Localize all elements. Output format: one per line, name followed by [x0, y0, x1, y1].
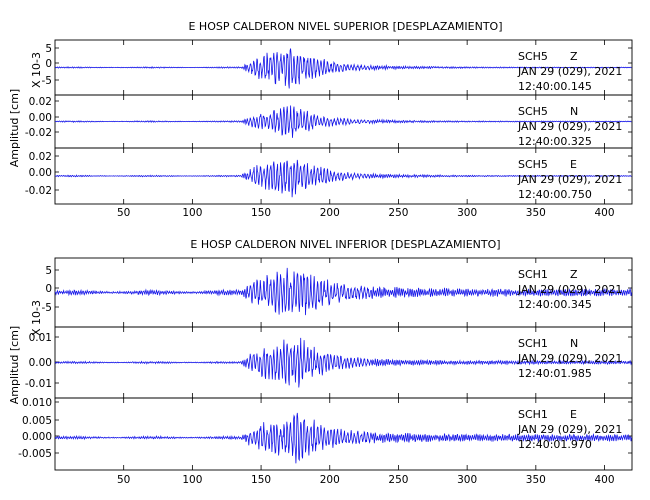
- y-tick-label: -5: [42, 75, 52, 87]
- y-tick-label: 0.010: [22, 397, 52, 409]
- component-code: N: [570, 337, 578, 350]
- x-tick-label: 400: [595, 474, 615, 486]
- x-tick-label: 250: [388, 474, 408, 486]
- component-code: Z: [570, 268, 578, 281]
- y-tick-label: 0.00: [29, 112, 52, 124]
- station-code: SCH5: [518, 105, 548, 118]
- component-code: E: [570, 158, 577, 171]
- y-tick-label: -0.02: [25, 185, 52, 197]
- panel-title: E HOSP CALDERON NIVEL SUPERIOR [DESPLAZA…: [188, 20, 502, 33]
- y-tick-label: 5: [45, 265, 52, 277]
- y-tick-label: 0: [45, 58, 52, 70]
- y-axis-label: Amplitud [cm]: [8, 89, 21, 167]
- waveform-trace: [54, 267, 632, 316]
- record-date: JAN 29 (029), 2021: [517, 423, 622, 436]
- trace-subplot-sch1-e: 0.010 0.005 0.000 -0.005 SCH1 E JAN 29 (029), …: [18, 397, 633, 471]
- subplot-frame: [54, 397, 633, 471]
- panel-inferior: E HOSP CALDERON NIVEL INFERIOR [DESPLAZA…: [8, 238, 633, 486]
- x-tick-label: 200: [320, 207, 340, 219]
- y-axis-label: Amplitud [cm]: [8, 326, 21, 404]
- trace-subplot-sch1-z: 5 0 -5 SCH1 Z JAN 29 (029), 2021 12:40:00.345: [42, 257, 633, 328]
- y-tick-label: 0.00: [29, 167, 52, 179]
- y-tick-label: -0.01: [25, 378, 52, 390]
- trace-subplot-sch5-n: 0.02 0.00 -0.02 SCH5 N JAN 29 (029), 2021 12:4…: [25, 94, 633, 149]
- station-label: SCH5 E: [518, 158, 577, 171]
- x-tick-label: 200: [320, 474, 340, 486]
- y-tick-label: 5: [45, 43, 52, 55]
- station-code: SCH1: [518, 268, 548, 281]
- x-tick-label: 150: [251, 474, 271, 486]
- trace-subplot-sch5-e: 0.02 0.00 -0.02 SCH5 E JAN 29 (029), 2021 12:4…: [25, 147, 633, 205]
- x-tick-label: 350: [526, 474, 546, 486]
- x-tick-label: 150: [251, 207, 271, 219]
- record-date: JAN 29 (029), 2021: [517, 283, 622, 296]
- y-tick-label: 0.000: [22, 431, 52, 443]
- station-label: SCH1 E: [518, 408, 577, 421]
- panel-superior: E HOSP CALDERON NIVEL SUPERIOR [DESPLAZA…: [8, 20, 633, 219]
- scale-label: X 10-3: [30, 52, 43, 88]
- record-time: 12:40:01.970: [518, 438, 592, 451]
- y-tick-label: 0.02: [29, 96, 52, 108]
- y-tick-label: 0.00: [29, 357, 52, 369]
- record-date: JAN 29 (029), 2021: [517, 65, 622, 78]
- trace-subplot-sch1-n: 0.01 0.00 -0.01 SCH1 N JAN 29 (029), 2021 12:4…: [25, 326, 633, 399]
- panel-title: E HOSP CALDERON NIVEL INFERIOR [DESPLAZA…: [190, 238, 500, 251]
- component-code: N: [570, 105, 578, 118]
- trace-subplot-sch5-z: 5 0 -5 SCH5 Z JAN 29 (029), 2021 12:40:00.145: [42, 39, 633, 96]
- station-label: SCH1 Z: [518, 268, 578, 281]
- record-time: 12:40:00.325: [518, 135, 592, 148]
- record-time: 12:40:00.750: [518, 188, 592, 201]
- station-code: SCH5: [518, 50, 548, 63]
- waveform-trace: [54, 105, 632, 138]
- waveform-trace: [54, 337, 632, 388]
- x-tick-label: 100: [182, 207, 202, 219]
- record-time: 12:40:00.145: [518, 80, 592, 93]
- x-tick-label: 50: [117, 474, 130, 486]
- waveform-trace: [54, 48, 632, 89]
- record-time: 12:40:00.345: [518, 298, 592, 311]
- record-time: 12:40:01.985: [518, 367, 592, 380]
- x-tick-label: 300: [457, 207, 477, 219]
- station-label: SCH1 N: [518, 337, 578, 350]
- x-tick-label: 300: [457, 474, 477, 486]
- y-tick-label: 0.005: [22, 415, 52, 427]
- station-label: SCH5 N: [518, 105, 578, 118]
- scale-label: X 10-3: [30, 300, 43, 336]
- x-tick-label: 50: [117, 207, 130, 219]
- record-date: JAN 29 (029), 2021: [517, 352, 622, 365]
- record-date: JAN 29 (029), 2021: [517, 173, 622, 186]
- y-tick-label: -5: [42, 302, 52, 314]
- x-tick-label: 250: [388, 207, 408, 219]
- record-date: JAN 29 (029), 2021: [517, 120, 622, 133]
- waveform-trace: [54, 412, 632, 464]
- y-tick-label: -0.005: [18, 448, 52, 460]
- station-code: SCH1: [518, 337, 548, 350]
- x-tick-label: 100: [182, 474, 202, 486]
- station-code: SCH1: [518, 408, 548, 421]
- x-tick-label: 350: [526, 207, 546, 219]
- y-tick-label: 0.01: [29, 332, 52, 344]
- y-tick-label: 0.02: [29, 151, 52, 163]
- component-code: E: [570, 408, 577, 421]
- component-code: Z: [570, 50, 578, 63]
- x-tick-label: 400: [595, 207, 615, 219]
- waveform-trace: [54, 159, 632, 198]
- station-code: SCH5: [518, 158, 548, 171]
- y-tick-label: -0.02: [25, 127, 52, 139]
- y-tick-label: 0: [45, 283, 52, 295]
- station-label: SCH5 Z: [518, 50, 578, 63]
